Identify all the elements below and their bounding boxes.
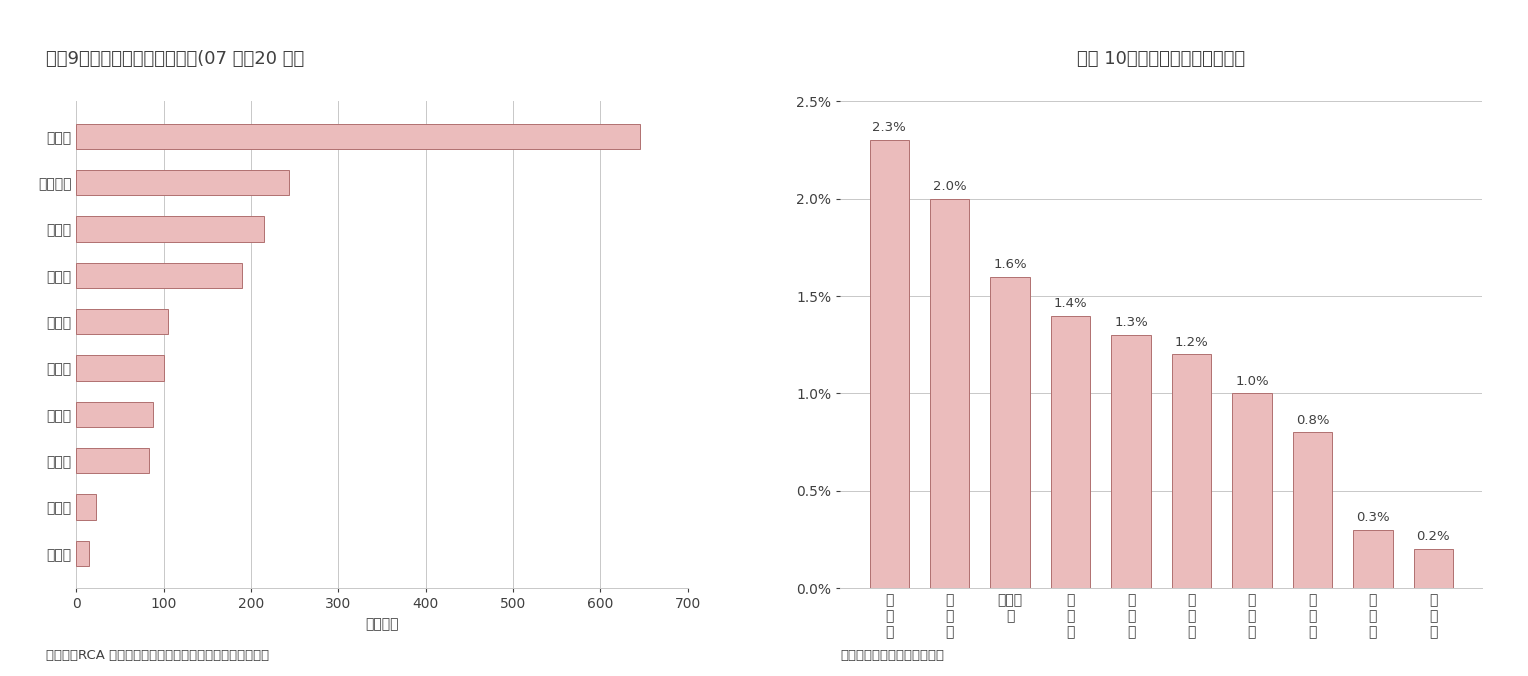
Text: 1.0%: 1.0%: [1235, 375, 1268, 387]
Bar: [76, 355, 163, 381]
Bar: [76, 216, 264, 242]
Text: 図表9　住宅の平均年間取引額(07 年～20 年）: 図表9 住宅の平均年間取引額(07 年～20 年）: [46, 49, 304, 68]
Text: 2.0%: 2.0%: [934, 180, 967, 193]
Text: 1.3%: 1.3%: [1114, 316, 1148, 329]
Bar: [1172, 354, 1212, 588]
Bar: [76, 262, 243, 288]
Bar: [76, 124, 640, 149]
Text: 2.3%: 2.3%: [872, 122, 906, 135]
Text: 1.4%: 1.4%: [1054, 297, 1088, 310]
Bar: [1111, 335, 1151, 588]
Bar: [76, 309, 168, 335]
Bar: [1293, 433, 1332, 588]
Bar: [1232, 393, 1271, 588]
Text: 0.2%: 0.2%: [1416, 531, 1450, 544]
Text: 1.2%: 1.2%: [1175, 336, 1209, 349]
Text: 0.3%: 0.3%: [1355, 511, 1389, 524]
Bar: [1051, 316, 1091, 588]
Bar: [76, 448, 148, 473]
Text: （出所）ニッセイ基礎研究所: （出所）ニッセイ基礎研究所: [840, 650, 944, 662]
Bar: [869, 141, 909, 588]
Bar: [1413, 549, 1453, 588]
Text: 1.6%: 1.6%: [993, 258, 1027, 271]
Bar: [990, 276, 1030, 588]
Text: 図表 10　住宅の「市場流動性」: 図表 10 住宅の「市場流動性」: [1077, 49, 1245, 68]
Text: （出所）RCA のデータをもとにニッセイ基礎研究所が作成: （出所）RCA のデータをもとにニッセイ基礎研究所が作成: [46, 650, 269, 662]
Text: 0.8%: 0.8%: [1296, 414, 1329, 427]
Bar: [931, 199, 969, 588]
Bar: [76, 541, 90, 566]
Bar: [76, 402, 153, 427]
X-axis label: （億円）: （億円）: [365, 617, 399, 631]
Bar: [76, 494, 96, 520]
Bar: [76, 170, 289, 195]
Bar: [1354, 530, 1392, 588]
